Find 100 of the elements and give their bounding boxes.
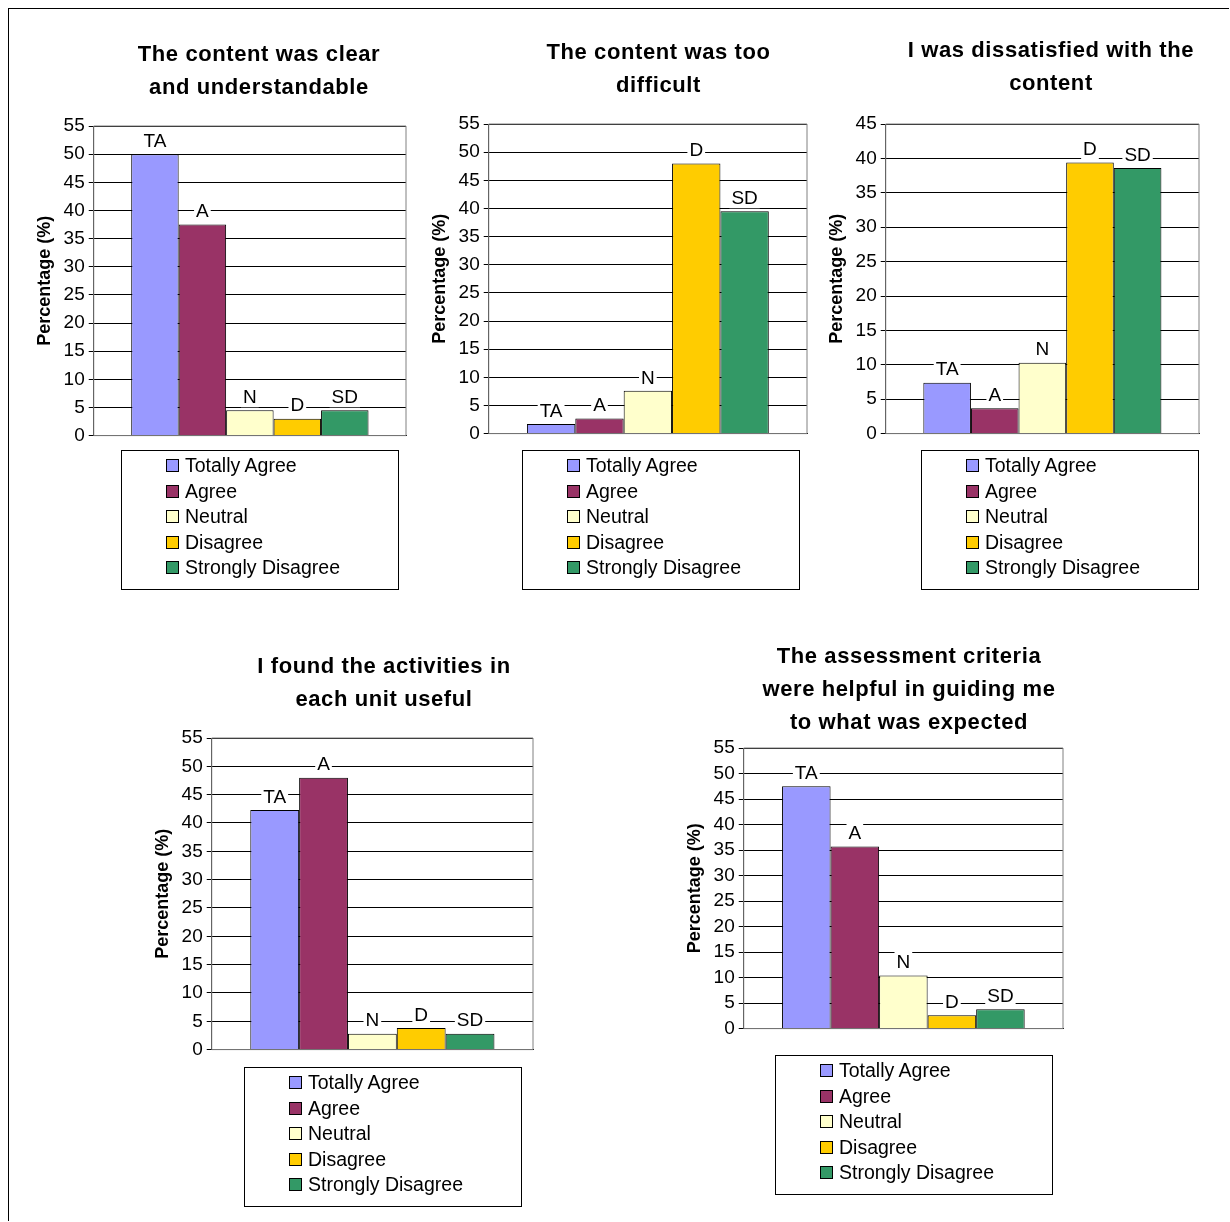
- y-tick-label: 0: [192, 1037, 203, 1059]
- y-tick-label: 15: [63, 339, 85, 361]
- y-tick-label: 20: [458, 309, 480, 331]
- legend-label: Strongly Disagree: [185, 555, 340, 580]
- y-tick-label: 5: [192, 1009, 203, 1031]
- y-tick-label: 45: [713, 787, 735, 809]
- legend-label: Totally Agree: [586, 453, 698, 478]
- chart-title: I was dissatisfied with the content: [906, 36, 1196, 97]
- y-tick-label: 55: [713, 736, 735, 758]
- y-tick-label: 45: [855, 112, 877, 134]
- y-tick-label: 25: [855, 249, 877, 271]
- y-tick-label: 10: [63, 367, 85, 389]
- y-tick-label: 10: [713, 965, 735, 987]
- y-tick-label: 45: [63, 170, 85, 192]
- chart-title: The content was clear and understandable: [136, 40, 382, 101]
- y-axis-title: Percentage (%): [33, 215, 54, 346]
- chart-title: The assessment criteria were helpful in guiding me to what was expected: [761, 642, 1057, 736]
- y-tick-label: 0: [74, 423, 85, 445]
- y-tick-label: 5: [74, 395, 85, 417]
- y-tick-label: 5: [724, 991, 735, 1013]
- data-label: N: [896, 951, 911, 973]
- y-tick-label: 40: [63, 198, 85, 220]
- data-label: SD: [987, 984, 1014, 1006]
- data-label: SD: [731, 186, 758, 208]
- legend-label: Disagree: [839, 1134, 918, 1160]
- y-tick-label: 0: [469, 421, 480, 443]
- y-tick-label: 35: [63, 226, 85, 248]
- legend-label: Agree: [985, 478, 1038, 504]
- y-tick-label: 15: [713, 940, 735, 962]
- y-tick-label: 45: [458, 168, 480, 190]
- y-tick-label: 25: [181, 896, 203, 918]
- y-tick-label: 40: [458, 196, 480, 218]
- data-label: D: [414, 1003, 429, 1025]
- legend-label: Totally Agree: [985, 453, 1097, 478]
- y-tick-label: 55: [181, 726, 203, 748]
- data-label: SD: [1124, 143, 1151, 165]
- data-label: A: [317, 753, 331, 775]
- y-axis-title: Percentage (%): [825, 213, 846, 344]
- data-label: N: [243, 386, 257, 407]
- legend-label: Strongly Disagree: [308, 1172, 463, 1197]
- data-label: D: [1083, 138, 1097, 160]
- y-tick-label: 30: [63, 254, 85, 276]
- y-tick-label: 35: [181, 839, 203, 861]
- y-tick-label: 20: [855, 284, 877, 306]
- y-tick-label: 55: [458, 112, 480, 134]
- legend-label: Agree: [185, 478, 238, 504]
- legend-label: Totally Agree: [308, 1070, 420, 1095]
- legend-label: Neutral: [308, 1121, 371, 1146]
- data-label: TA: [935, 358, 959, 380]
- y-axis-title: Percentage (%): [683, 823, 704, 954]
- y-tick-label: 40: [855, 146, 877, 168]
- y-tick-label: 15: [855, 318, 877, 340]
- data-label: A: [196, 200, 210, 222]
- y-tick-label: 20: [713, 914, 735, 936]
- data-label: D: [689, 139, 704, 161]
- legend-label: Totally Agree: [185, 453, 297, 478]
- y-tick-label: 10: [855, 353, 877, 375]
- legend-label: Neutral: [185, 504, 248, 529]
- y-tick-label: 35: [458, 224, 480, 246]
- legend-label: Strongly Disagree: [586, 555, 741, 580]
- data-label: A: [848, 822, 862, 844]
- data-label: N: [641, 366, 655, 388]
- y-tick-label: 10: [458, 365, 480, 387]
- data-label: D: [945, 991, 959, 1013]
- y-tick-label: 10: [181, 981, 203, 1003]
- y-tick-label: 20: [181, 924, 203, 946]
- legend-label: Agree: [308, 1095, 361, 1121]
- legend-label: Neutral: [839, 1109, 902, 1134]
- legend-label: Disagree: [308, 1146, 387, 1172]
- legend-label: Strongly Disagree: [839, 1160, 994, 1185]
- y-tick-label: 30: [458, 252, 480, 274]
- y-tick-label: 30: [181, 867, 203, 889]
- y-tick-label: 15: [458, 337, 480, 359]
- y-tick-label: 50: [63, 142, 85, 164]
- legend-label: Disagree: [185, 529, 264, 555]
- data-label: A: [988, 383, 1002, 405]
- y-tick-label: 25: [63, 283, 85, 305]
- y-tick-label: 5: [866, 387, 877, 409]
- chart-title: I found the activities in each unit useful: [256, 652, 512, 713]
- y-tick-label: 50: [181, 754, 203, 776]
- y-tick-label: 45: [181, 782, 203, 804]
- y-tick-label: 40: [713, 812, 735, 834]
- y-tick-label: 35: [855, 181, 877, 203]
- legend-label: Disagree: [985, 529, 1064, 555]
- chart-title: The content was too difficult: [545, 38, 772, 99]
- legend-label: Totally Agree: [839, 1058, 951, 1083]
- y-axis-title: Percentage (%): [151, 828, 172, 959]
- data-label: N: [1035, 338, 1050, 360]
- data-label: N: [365, 1009, 380, 1031]
- data-label: TA: [143, 129, 167, 151]
- y-tick-label: 40: [181, 811, 203, 833]
- y-tick-label: 30: [713, 863, 735, 885]
- y-tick-label: 0: [866, 421, 877, 443]
- data-label: TA: [539, 399, 563, 421]
- y-tick-label: 5: [469, 393, 480, 415]
- legend-label: Agree: [839, 1083, 892, 1109]
- y-tick-label: 30: [855, 215, 877, 237]
- legend-label: Disagree: [586, 529, 665, 555]
- y-tick-label: 35: [713, 838, 735, 860]
- legend-label: Neutral: [985, 504, 1048, 529]
